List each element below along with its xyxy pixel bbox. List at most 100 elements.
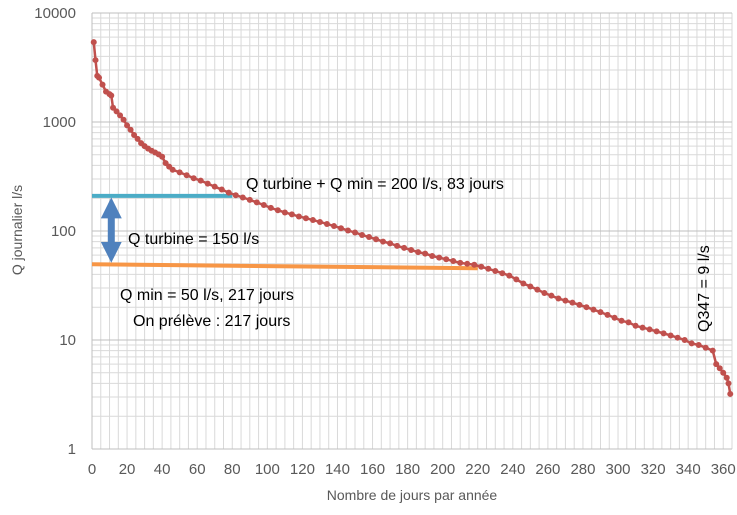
data-point: [274, 207, 281, 214]
data-point: [548, 292, 555, 299]
data-point: [646, 326, 653, 333]
series-q-journalier: [90, 39, 734, 397]
x-tick-label: 180: [395, 461, 420, 478]
y-axis-ticks: 1 10 100 1000 10000: [34, 5, 76, 458]
x-tick-label: 360: [711, 461, 736, 478]
data-point: [204, 180, 211, 187]
data-point: [716, 365, 723, 372]
data-point: [618, 317, 625, 324]
data-point: [674, 334, 681, 341]
data-point: [429, 252, 436, 259]
data-point: [302, 215, 309, 222]
data-point: [120, 116, 127, 123]
data-point: [611, 314, 618, 321]
y-tick-label: 1000: [43, 114, 76, 131]
data-point: [99, 81, 106, 88]
data-point: [422, 250, 429, 257]
x-tick-label: 100: [255, 461, 280, 478]
data-point: [632, 322, 639, 329]
data-point: [394, 242, 401, 249]
data-point: [506, 272, 513, 279]
data-point: [176, 169, 183, 176]
data-point: [436, 254, 443, 261]
data-point: [117, 112, 124, 119]
data-point: [450, 258, 457, 265]
x-tick-label: 60: [189, 461, 206, 478]
data-point: [408, 246, 415, 253]
data-point: [597, 309, 604, 316]
data-point: [660, 330, 667, 337]
x-tick-label: 120: [290, 461, 315, 478]
data-point: [702, 344, 709, 351]
data-point: [492, 267, 499, 274]
data-point: [246, 196, 253, 203]
data-point: [352, 229, 359, 236]
data-point: [96, 74, 103, 81]
series-line: [92, 42, 732, 395]
y-tick-label: 1: [68, 441, 76, 458]
data-point: [625, 319, 632, 326]
data-point: [316, 218, 323, 225]
x-tick-label: 300: [606, 461, 631, 478]
data-point: [443, 256, 450, 263]
data-point: [127, 126, 134, 133]
x-tick-label: 340: [676, 461, 701, 478]
data-point: [471, 261, 478, 268]
data-point: [239, 194, 246, 201]
y-axis-title: Q journalier l/s: [9, 185, 25, 275]
x-axis-ticks: 0 20 40 60 80 100 120 140 160 180 200 220 240 260 280 3…: [88, 461, 736, 478]
x-tick-label: 140: [325, 461, 350, 478]
data-point: [583, 304, 590, 311]
data-point: [604, 311, 611, 318]
x-tick-label: 200: [430, 461, 455, 478]
data-point: [92, 57, 99, 64]
data-point: [190, 175, 197, 182]
data-point: [653, 328, 660, 335]
x-tick-label: 240: [500, 461, 525, 478]
x-tick-label: 320: [641, 461, 666, 478]
data-point: [183, 172, 190, 179]
data-point: [124, 122, 131, 129]
annotation-q347: Q347 = 9 l/s: [696, 245, 713, 332]
annotation-q-min: Q min = 50 l/s, 217 jours: [120, 287, 294, 304]
x-tick-label: 20: [119, 461, 136, 478]
data-point: [727, 390, 734, 397]
x-tick-label: 40: [154, 461, 171, 478]
q-min-line: [91, 262, 478, 271]
data-point: [218, 186, 225, 193]
annotation-q-turbine-q-min: Q turbine + Q min = 200 l/s, 83 jours: [246, 176, 504, 193]
data-point: [695, 341, 702, 348]
data-point: [464, 260, 471, 267]
data-point: [534, 286, 541, 293]
data-point: [131, 131, 138, 138]
annotation-on-preleve: On prélève : 217 jours: [133, 313, 290, 330]
data-point: [345, 227, 351, 234]
data-point: [499, 270, 506, 277]
data-point: [232, 192, 239, 199]
data-point: [211, 183, 218, 190]
y-tick-label: 100: [51, 223, 76, 240]
data-point: [555, 295, 562, 302]
y-tick-label: 10000: [34, 5, 76, 22]
data-point: [323, 220, 330, 227]
data-point: [366, 234, 373, 241]
data-point: [667, 332, 674, 339]
data-point: [639, 324, 646, 331]
data-point: [113, 108, 120, 115]
data-point: [359, 231, 366, 238]
data-point: [478, 263, 485, 270]
data-point: [253, 199, 260, 206]
x-tick-label: 0: [88, 461, 96, 478]
data-point: [159, 153, 166, 160]
data-point: [520, 280, 527, 287]
data-point: [709, 347, 716, 354]
x-tick-label: 80: [224, 461, 241, 478]
y-tick-label: 10: [59, 332, 76, 349]
data-point: [387, 240, 394, 247]
data-point: [401, 244, 408, 251]
data-point: [373, 236, 380, 243]
data-point: [457, 259, 464, 266]
data-point: [267, 204, 274, 211]
data-point: [108, 92, 115, 99]
data-point: [309, 217, 316, 224]
